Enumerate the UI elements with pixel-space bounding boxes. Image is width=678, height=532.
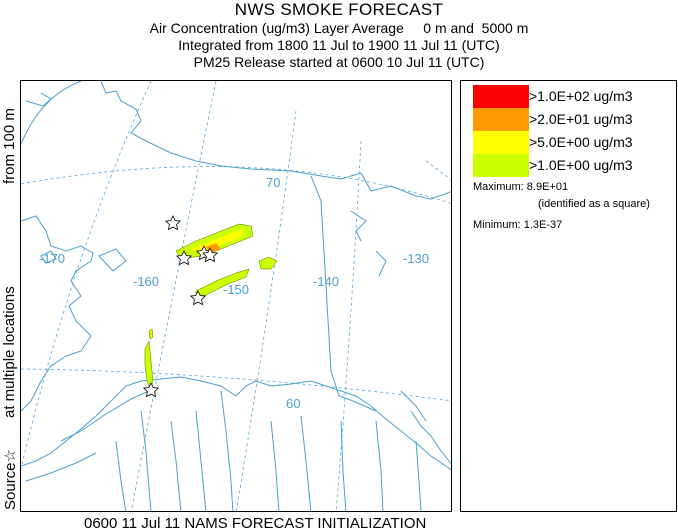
graticule xyxy=(21,81,451,511)
lat-label-60: 60 xyxy=(286,396,300,411)
lon-line-160 xyxy=(130,81,217,511)
lon-label-150: -150 xyxy=(223,282,249,297)
legend-label-1: >1.0E+00 ug/m3 xyxy=(529,157,633,173)
legend-label-5: >5.0E+00 ug/m3 xyxy=(529,134,633,150)
map-svg: 70 60 -170 -160 -150 -140 -130 xyxy=(21,81,451,511)
lat-line-60 xyxy=(21,368,451,402)
side-label-height: from 100 m xyxy=(1,108,18,184)
source-markers xyxy=(142,215,219,398)
legend-maximum: Maximum: 8.9E+01 xyxy=(473,181,569,193)
lon-line-170 xyxy=(21,81,152,471)
lat-label-70: 70 xyxy=(266,175,280,190)
lon-label-160: -160 xyxy=(133,274,159,289)
subtitle-concentration: Air Concentration (ug/m3) Layer Average … xyxy=(149,20,529,36)
star-icon xyxy=(175,250,193,266)
plume-east xyxy=(258,256,278,270)
lon-line-130 xyxy=(425,160,451,181)
subtitle-integration: Integrated from 1800 11 Jul to 1900 11 J… xyxy=(178,37,500,53)
source-label: Source xyxy=(2,462,19,510)
star-icon xyxy=(142,382,160,398)
legend-label-20: >2.0E+01 ug/m3 xyxy=(529,111,633,127)
legend-swatch-5 xyxy=(473,131,529,154)
subtitle-release: PM25 Release started at 0600 10 Jul 11 (… xyxy=(193,54,485,70)
legend-swatch-20 xyxy=(473,108,529,131)
star-icon xyxy=(201,247,219,263)
graticule-labels: 70 60 -170 -160 -150 -140 -130 xyxy=(39,175,429,411)
legend-swatch-100 xyxy=(473,85,529,108)
legend-swatch-1 xyxy=(473,154,529,177)
legend-maximum-note: (identified as a square) xyxy=(538,198,650,210)
lon-label-140: -140 xyxy=(313,274,339,289)
star-icon xyxy=(164,215,182,231)
star-icon: ☆ xyxy=(2,449,19,463)
legend-minimum: Minimum: 1.3E-37 xyxy=(473,219,563,231)
coastline xyxy=(21,81,451,511)
plume-southwest xyxy=(144,340,154,392)
lat-line-70 xyxy=(21,166,451,204)
lon-label-170: -170 xyxy=(39,251,65,266)
star-icon xyxy=(189,290,207,306)
side-label-source: Source☆ xyxy=(1,449,19,510)
chart-title: NWS SMOKE FORECAST xyxy=(234,0,444,19)
smoke-plumes xyxy=(144,223,278,392)
side-label-locations: at multiple locations xyxy=(1,286,18,418)
legend-panel: >1.0E+02 ug/m3 >2.0E+01 ug/m3 >5.0E+00 u… xyxy=(460,80,677,512)
plume-southwest-patch xyxy=(148,328,154,340)
lon-line-150 xyxy=(235,110,297,511)
lon-label-130: -130 xyxy=(403,251,429,266)
lon-line-140 xyxy=(335,140,362,511)
legend-label-100: >1.0E+02 ug/m3 xyxy=(529,88,633,104)
forecast-initialization: 0600 11 Jul 11 NAMS FORECAST INITIALIZAT… xyxy=(84,515,427,532)
smoke-map: 70 60 -170 -160 -150 -140 -130 xyxy=(20,80,452,512)
